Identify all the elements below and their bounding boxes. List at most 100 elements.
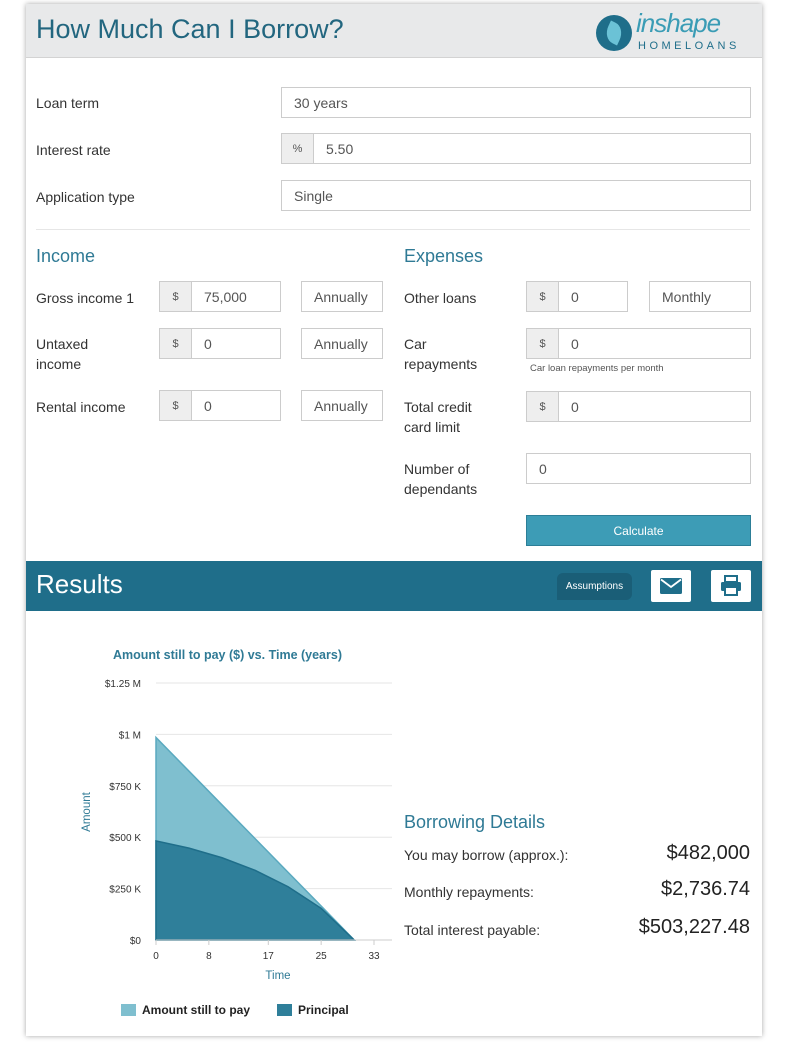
- rental-income-frequency: Annually: [314, 397, 368, 414]
- percent-addon: %: [282, 134, 314, 163]
- dependants-label-line2: dependants: [404, 481, 478, 497]
- dependants-input[interactable]: 0: [526, 453, 751, 484]
- untaxed-income-frequency-select[interactable]: Annually: [301, 328, 383, 359]
- application-type-value: Single: [294, 187, 333, 204]
- credit-card-value: 0: [571, 398, 579, 415]
- may-borrow-value: $482,000: [666, 842, 750, 864]
- x-tick-label: 17: [263, 951, 275, 962]
- untaxed-income-input[interactable]: $ 0: [159, 328, 281, 359]
- car-repayments-value: 0: [571, 335, 579, 352]
- monthly-repayments-label: Monthly repayments:: [404, 884, 534, 900]
- gross-income-input[interactable]: $ 75,000: [159, 281, 281, 312]
- email-button[interactable]: [651, 570, 691, 602]
- untaxed-income-label-line1: Untaxed: [36, 336, 89, 352]
- print-button[interactable]: [711, 570, 751, 602]
- y-tick-label: $0: [130, 936, 142, 947]
- other-loans-frequency: Monthly: [662, 288, 712, 305]
- area-principal: [155, 839, 357, 941]
- gross-income-value: 75,000: [204, 288, 247, 305]
- borrowing-details-heading: Borrowing Details: [404, 812, 546, 832]
- may-borrow-label: You may borrow (approx.):: [404, 847, 569, 863]
- dependants-value: 0: [539, 460, 547, 477]
- dependants-label: Number of dependants: [404, 459, 477, 499]
- repayment-chart: Amount still to pay ($) vs. Time (years)…: [52, 634, 392, 1024]
- car-repayments-input[interactable]: $ 0: [526, 328, 751, 359]
- interest-rate-value: 5.50: [326, 140, 354, 157]
- y-tick-label: $500 K: [109, 833, 141, 844]
- expenses-heading: Expenses: [404, 246, 484, 266]
- interest-rate-input[interactable]: % 5.50: [281, 133, 751, 164]
- loan-term-label: Loan term: [36, 95, 100, 111]
- other-loans-value: 0: [571, 288, 579, 305]
- other-loans-input[interactable]: $ 0: [526, 281, 628, 312]
- gross-income-frequency: Annually: [314, 288, 368, 305]
- results-bar: Results Assumptions: [26, 561, 762, 611]
- car-repayments-label-line1: Car: [404, 336, 427, 352]
- y-tick-label: $1 M: [119, 730, 141, 741]
- dollar-addon: $: [160, 282, 192, 311]
- legend-label: Amount still to pay: [142, 1003, 250, 1017]
- y-tick-label: $750 K: [109, 782, 141, 793]
- credit-card-input[interactable]: $ 0: [526, 391, 751, 422]
- car-repayments-help: Car loan repayments per month: [530, 363, 664, 374]
- income-heading: Income: [36, 246, 96, 266]
- car-repayments-label: Car repayments: [404, 334, 477, 374]
- rental-income-input[interactable]: $ 0: [159, 390, 281, 421]
- x-axis-label: Time: [265, 970, 290, 982]
- interest-rate-label: Interest rate: [36, 142, 111, 158]
- dollar-addon: $: [160, 329, 192, 358]
- envelope-icon: [660, 578, 682, 594]
- untaxed-income-label-line2: income: [36, 356, 82, 372]
- loan-term-select[interactable]: 30 years: [281, 87, 751, 118]
- dollar-addon: $: [527, 282, 559, 311]
- y-tick-label: $250 K: [109, 885, 141, 896]
- gross-income-label: Gross income 1: [36, 290, 135, 306]
- leaf-logo-icon: [596, 15, 632, 51]
- calculator-card: How Much Can I Borrow? inshape HOMELOANS…: [26, 4, 762, 1036]
- total-interest-label: Total interest payable:: [404, 922, 541, 938]
- monthly-repayments-value: $2,736.74: [661, 878, 750, 900]
- chart-svg: $0 $250 K $500 K $750 K $1 M $1.25 M 0 8 17 25 33 T…: [81, 679, 392, 1017]
- dollar-addon: $: [527, 329, 559, 358]
- x-tick-label: 0: [153, 951, 159, 962]
- dependants-label-line1: Number of: [404, 461, 470, 477]
- car-repayments-label-line2: repayments: [404, 356, 478, 372]
- x-tick-label: 25: [316, 951, 328, 962]
- page-title: How Much Can I Borrow?: [36, 14, 344, 44]
- y-axis-label: Amount: [81, 791, 93, 831]
- dollar-addon: $: [527, 392, 559, 421]
- legend-swatch: [121, 1004, 136, 1016]
- results-title: Results: [36, 569, 123, 599]
- logo-subtitle: HOMELOANS: [638, 40, 740, 52]
- untaxed-income-label: Untaxed income: [36, 334, 88, 374]
- page-header: How Much Can I Borrow? inshape HOMELOANS: [26, 4, 762, 58]
- x-tick-label: 33: [368, 951, 380, 962]
- printer-icon: [721, 575, 741, 596]
- application-type-select[interactable]: Single: [281, 180, 751, 211]
- gross-income-frequency-select[interactable]: Annually: [301, 281, 383, 312]
- credit-card-label-line1: Total credit: [404, 399, 472, 415]
- loan-term-value: 30 years: [294, 94, 348, 111]
- total-interest-value: $503,227.48: [638, 916, 750, 938]
- other-loans-label: Other loans: [404, 290, 477, 306]
- credit-card-label-line2: card limit: [404, 419, 461, 435]
- calculate-button[interactable]: Calculate: [526, 515, 751, 546]
- credit-card-label: Total credit card limit: [404, 397, 472, 437]
- chart-title: Amount still to pay ($) vs. Time (years): [113, 648, 342, 662]
- section-divider: [36, 229, 750, 230]
- rental-income-value: 0: [204, 397, 212, 414]
- assumptions-button[interactable]: Assumptions: [557, 573, 632, 600]
- other-loans-frequency-select[interactable]: Monthly: [649, 281, 751, 312]
- untaxed-income-frequency: Annually: [314, 335, 368, 352]
- legend-swatch: [277, 1004, 292, 1016]
- logo-wordmark: inshape: [636, 8, 721, 38]
- dollar-addon: $: [160, 391, 192, 420]
- application-type-label: Application type: [36, 189, 135, 205]
- y-tick-label: $1.25 M: [105, 679, 141, 690]
- rental-income-label: Rental income: [36, 399, 126, 415]
- x-tick-label: 8: [206, 951, 212, 962]
- inshape-logo: inshape HOMELOANS: [596, 8, 752, 54]
- rental-income-frequency-select[interactable]: Annually: [301, 390, 383, 421]
- untaxed-income-value: 0: [204, 335, 212, 352]
- legend-label: Principal: [298, 1003, 349, 1017]
